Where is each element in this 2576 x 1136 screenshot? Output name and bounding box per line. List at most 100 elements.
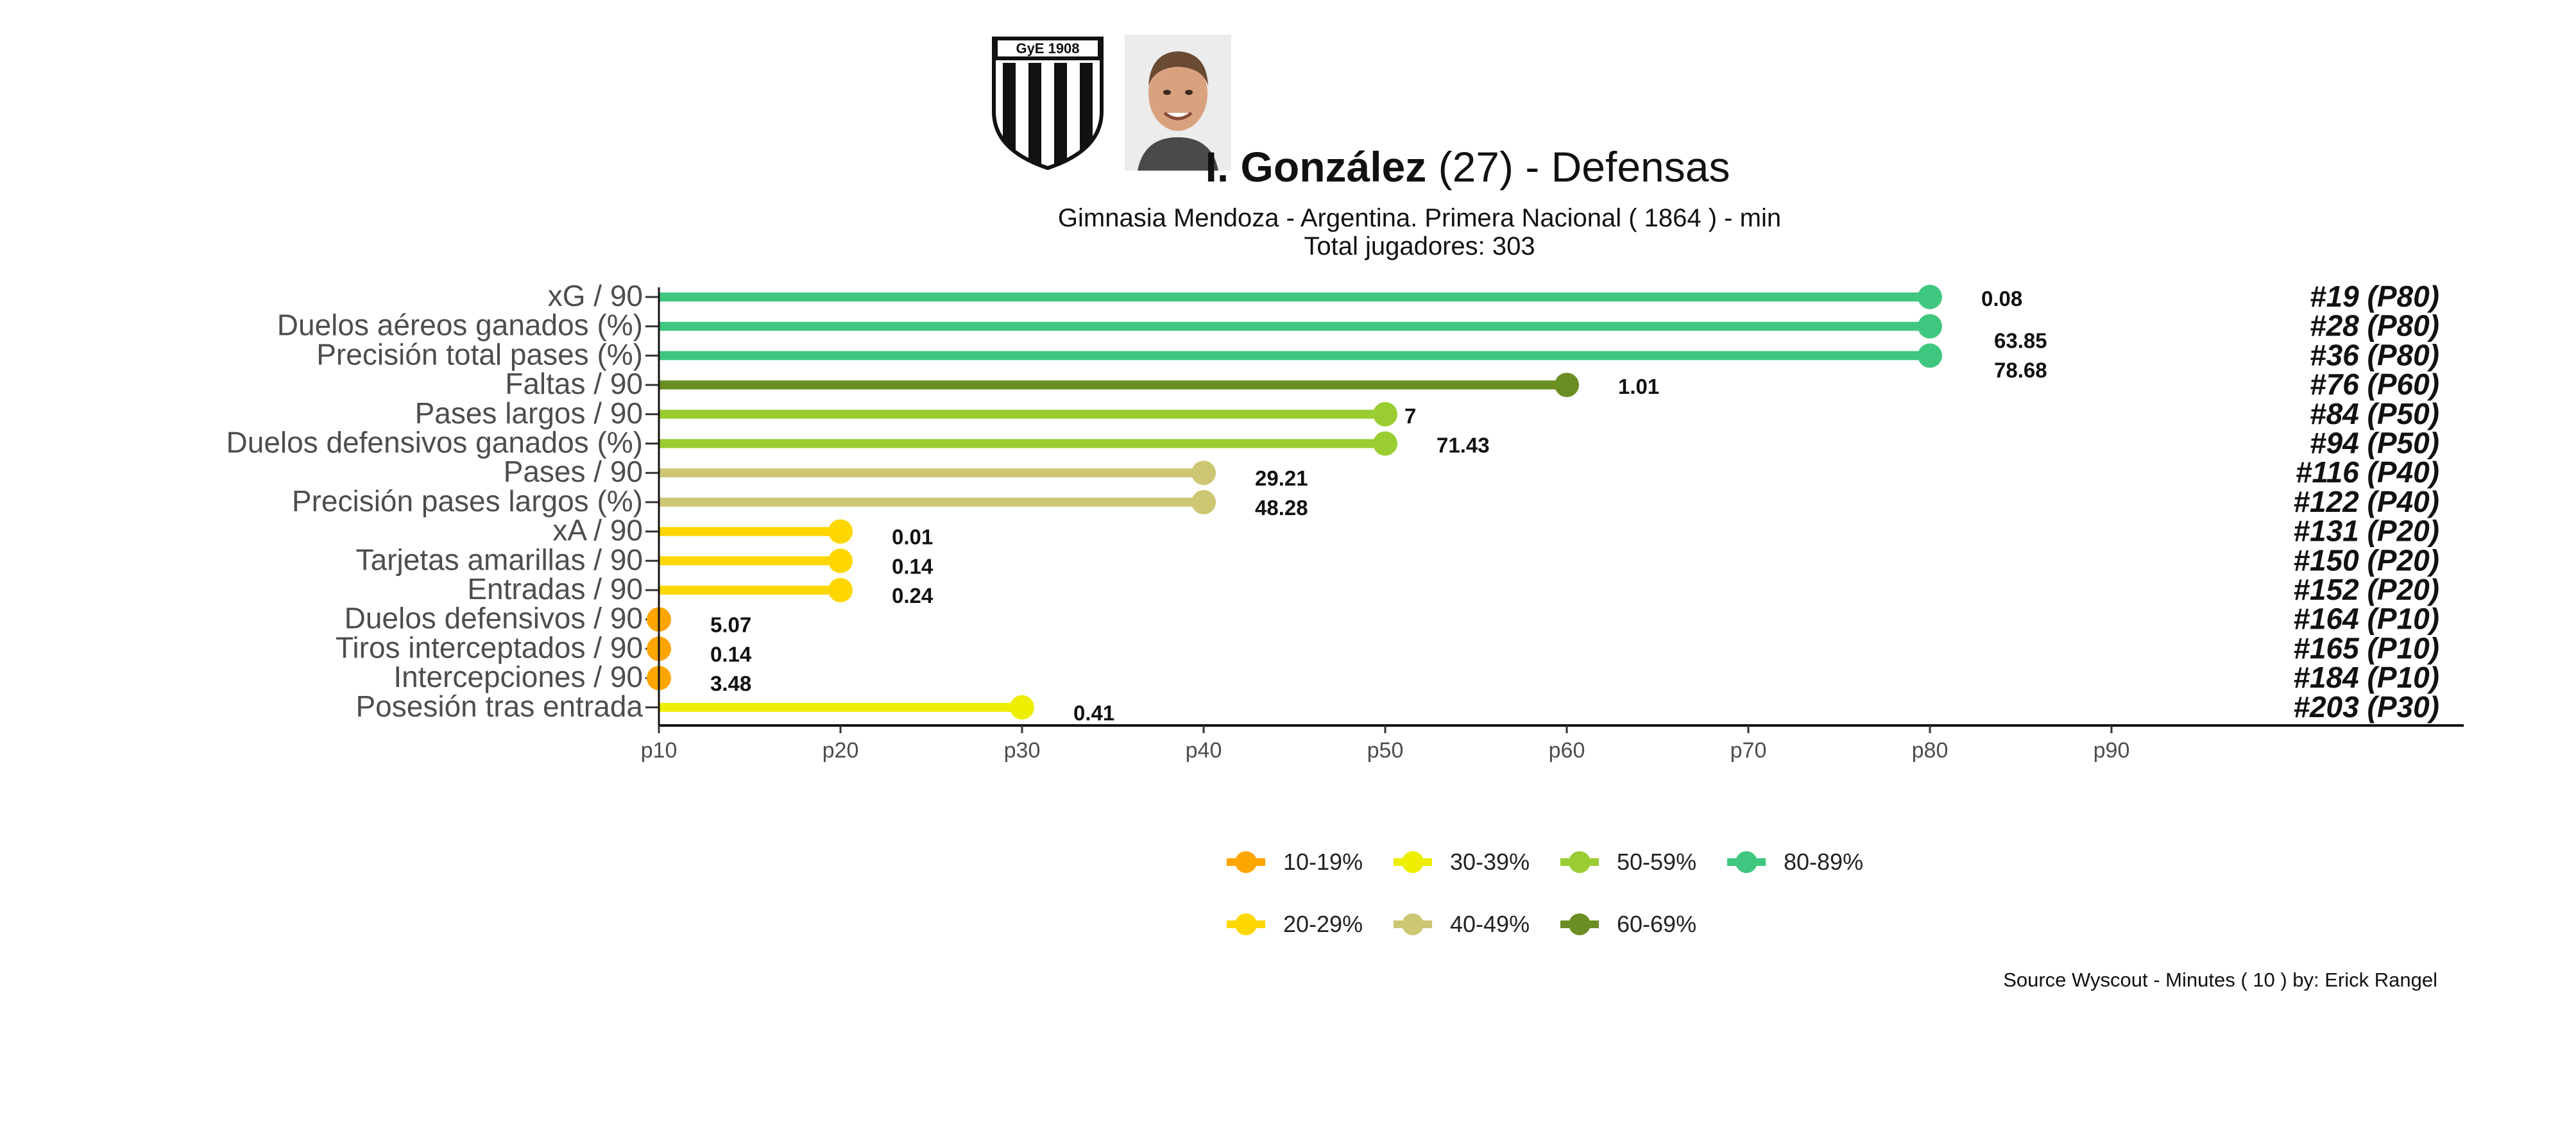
chart-row: Duelos aéreos ganados (%) 63.85 #28 (P80) <box>277 309 2439 353</box>
chart-row: Pases largos / 90 7 #84 (P50) <box>415 396 2439 430</box>
row-label: Duelos aéreos ganados (%) <box>277 309 643 342</box>
rank-label: #122 (P40) <box>2293 485 2439 518</box>
legend-label: 20-29% <box>1283 911 1363 937</box>
total-players: Total jugadores: 303 <box>1304 232 1535 260</box>
rank-label: #28 (P80) <box>2310 309 2439 343</box>
chart-row: Posesión tras entrada 0.41 #203 (P30) <box>356 690 2440 725</box>
chart-row: xG / 90 0.08 #19 (P80) <box>548 279 2439 313</box>
value-label: 63.85 <box>1994 329 2047 353</box>
x-tick-label: p10 <box>641 738 678 763</box>
value-label: 0.14 <box>892 554 934 578</box>
row-label: Tarjetas amarillas / 90 <box>356 543 643 576</box>
lollipop-point <box>1555 373 1579 398</box>
chart-row: Intercepciones / 90 3.48 #184 (P10) <box>393 660 2439 695</box>
lollipop-point <box>1191 461 1216 486</box>
row-label: Intercepciones / 90 <box>393 660 643 693</box>
legend-item: 50-59% <box>1560 843 1696 881</box>
chart-title: I. González (27) - Defensas <box>0 142 2576 191</box>
x-tick-label: p80 <box>1912 738 1949 763</box>
rank-label: #152 (P20) <box>2293 573 2439 606</box>
player-position: Defensas <box>1551 143 1730 191</box>
value-label: 0.24 <box>892 584 934 607</box>
legend-swatch <box>1727 849 1766 875</box>
lollipop-point <box>1191 489 1216 514</box>
rank-label: #94 (P50) <box>2310 427 2439 460</box>
legend-label: 10-19% <box>1283 849 1363 875</box>
row-label: xG / 90 <box>548 279 643 312</box>
rank-label: #184 (P10) <box>2293 661 2439 694</box>
legend-item: 20-29% <box>1227 905 1363 944</box>
chart-row: Duelos defensivos / 90 5.07 #164 (P10) <box>345 602 2439 637</box>
player-name: I. González <box>1205 143 1427 191</box>
lollipop-point <box>1918 285 1942 309</box>
value-label: 1.01 <box>1618 375 1659 398</box>
x-tick-label: p50 <box>1367 738 1404 763</box>
row-label: Precisión pases largos (%) <box>292 484 643 518</box>
row-label: Duelos defensivos ganados (%) <box>226 426 643 459</box>
chart-row: Entradas / 90 0.24 #152 (P20) <box>467 572 2439 607</box>
legend-swatch <box>1394 911 1432 937</box>
rank-label: #116 (P40) <box>2296 455 2439 489</box>
legend-label: 30-39% <box>1450 849 1530 875</box>
rank-label: #164 (P10) <box>2293 602 2439 636</box>
value-label: 5.07 <box>710 613 751 637</box>
crest-text: GyE 1908 <box>1016 40 1079 56</box>
chart-row: Precisión pases largos (%) 48.28 #122 (P40… <box>292 484 2439 520</box>
value-label: 29.21 <box>1255 466 1308 490</box>
value-label: 0.08 <box>1981 287 2022 310</box>
value-label: 0.41 <box>1073 701 1114 725</box>
lollipop-point <box>1373 431 1397 456</box>
legend-swatch <box>1227 911 1265 937</box>
x-tick-label: p90 <box>2094 738 2130 763</box>
value-label: 0.14 <box>710 642 752 666</box>
x-axis: p10 p20 p30 p40 p50 p60 p70 p80 p90 <box>641 287 2464 763</box>
row-label: Posesión tras entrada <box>356 690 644 723</box>
rank-label: #36 (P80) <box>2310 338 2439 371</box>
row-label: Faltas / 90 <box>505 367 643 400</box>
x-tick-label: p70 <box>1730 738 1767 763</box>
legend-swatch <box>1227 849 1265 875</box>
x-tick-label: p20 <box>823 738 859 763</box>
lollipop-point <box>1373 402 1397 427</box>
chart-legend: 10-19% 20-29% 30-39% 40-49% 50-59% 60-69% 80-8… <box>1227 834 1932 975</box>
legend-item: 10-19% <box>1227 843 1363 881</box>
lollipop-point <box>828 548 853 573</box>
chart-row: xA / 90 0.01 #131 (P20) <box>552 514 2439 549</box>
x-tick-label: p60 <box>1549 738 1585 763</box>
chart-row: Pases / 90 29.21 #116 (P40) <box>504 455 2439 490</box>
chart-rows: xG / 90 0.08 #19 (P80)Duelos aéreos ganado… <box>226 279 2439 725</box>
lollipop-chart: xG / 90 0.08 #19 (P80)Duelos aéreos ganado… <box>226 279 2464 763</box>
chart-subtitle: Gimnasia Mendoza - Argentina. Primera Na… <box>1057 204 1782 232</box>
rank-label: #165 (P10) <box>2293 631 2439 665</box>
legend-swatch <box>1560 849 1599 875</box>
rank-label: #150 (P20) <box>2293 543 2439 577</box>
lollipop-point <box>1010 695 1034 720</box>
lollipop-point <box>828 578 853 602</box>
legend-label: 80-89% <box>1784 849 1864 875</box>
legend-label: 50-59% <box>1617 849 1697 875</box>
rank-label: #131 (P20) <box>2293 514 2439 548</box>
chart-row: Faltas / 90 1.01 #76 (P60) <box>505 367 2439 401</box>
value-label: 3.48 <box>710 672 751 695</box>
lollipop-point <box>1918 314 1942 339</box>
legend-swatch <box>1560 911 1599 937</box>
value-label: 7 <box>1404 404 1416 428</box>
rank-label: #76 (P60) <box>2310 368 2439 401</box>
player-age: (27) - <box>1438 143 1540 191</box>
row-label: Pases / 90 <box>504 455 643 488</box>
legend-swatch <box>1394 849 1432 875</box>
rank-label: #19 (P80) <box>2310 280 2439 313</box>
chart-row: Duelos defensivos ganados (%) 71.43 #94 (P… <box>226 426 2439 460</box>
legend-item: 60-69% <box>1560 905 1696 944</box>
chart-row: Tarjetas amarillas / 90 0.14 #150 (P20) <box>356 543 2439 578</box>
row-label: Entradas / 90 <box>467 572 643 606</box>
value-label: 71.43 <box>1437 434 1490 457</box>
row-label: Duelos defensivos / 90 <box>345 602 643 635</box>
legend-label: 40-49% <box>1450 911 1530 937</box>
club-crest: GyE 1908 <box>990 35 1105 171</box>
source-caption: Source Wyscout - Minutes ( 10 ) by: Eric… <box>2003 969 2437 991</box>
legend-label: 60-69% <box>1617 911 1697 937</box>
value-label: 48.28 <box>1255 496 1308 520</box>
row-label: xA / 90 <box>552 514 643 547</box>
rank-label: #203 (P30) <box>2293 690 2439 724</box>
